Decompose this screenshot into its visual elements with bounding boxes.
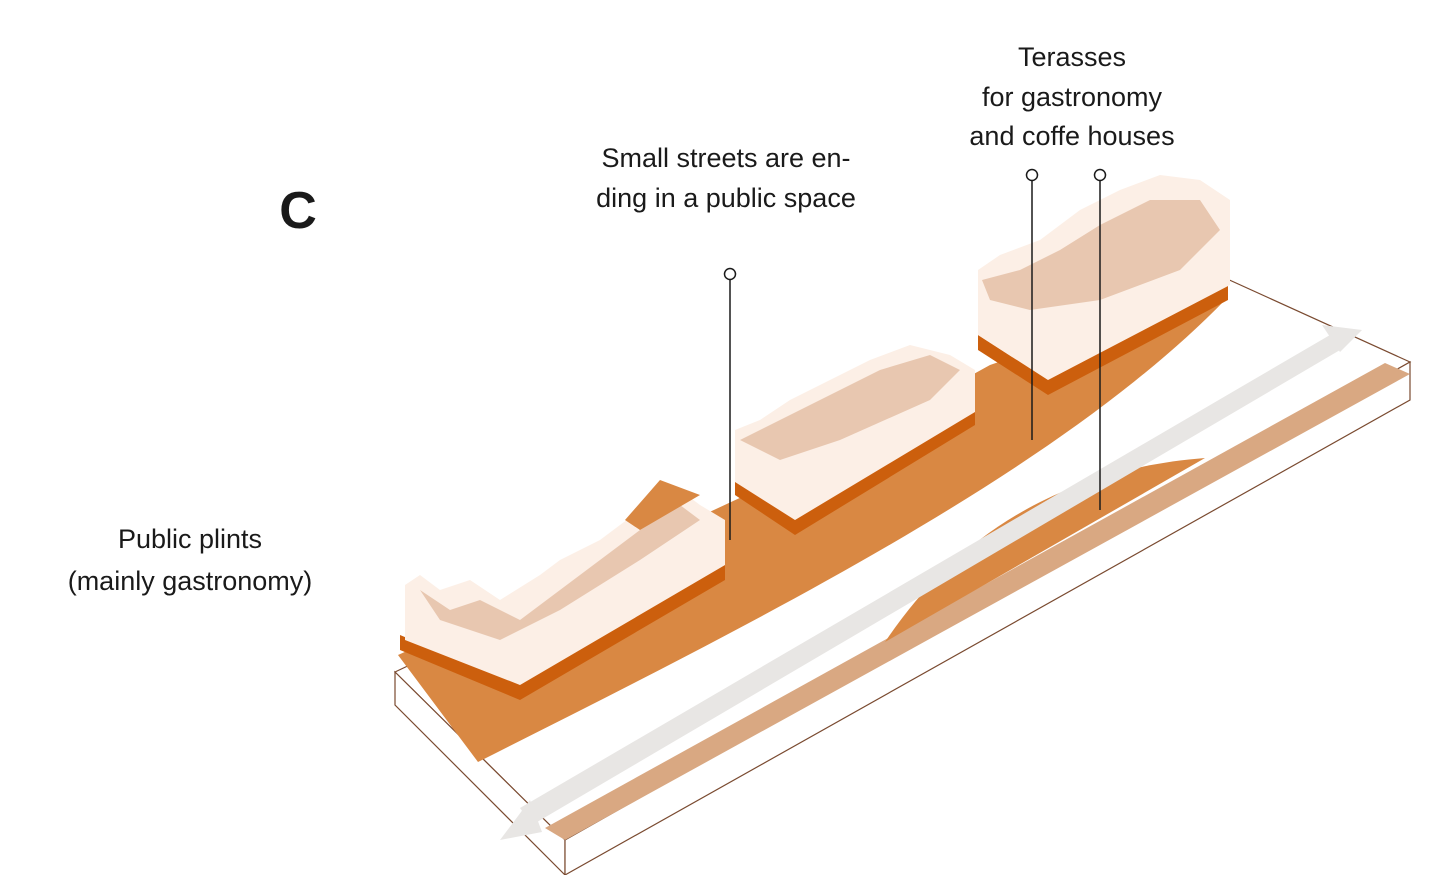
buildings bbox=[400, 175, 1230, 700]
annotation-line: for gastronomy bbox=[982, 82, 1163, 112]
annotation-line: Small streets are en- bbox=[601, 143, 850, 173]
annotation-line: Terasses bbox=[1018, 42, 1126, 72]
leader-lines bbox=[723, 168, 1107, 540]
annotation-line: ding in a public space bbox=[596, 183, 856, 213]
annotation-line: Public plints bbox=[118, 524, 262, 554]
movement-arrow bbox=[500, 325, 1362, 840]
section-label: C bbox=[279, 182, 317, 240]
ground-slab bbox=[393, 277, 1412, 875]
annotation-line: (mainly gastronomy) bbox=[68, 566, 313, 596]
terrace-area bbox=[885, 458, 1205, 642]
annotation-line: and coffe houses bbox=[969, 121, 1174, 151]
